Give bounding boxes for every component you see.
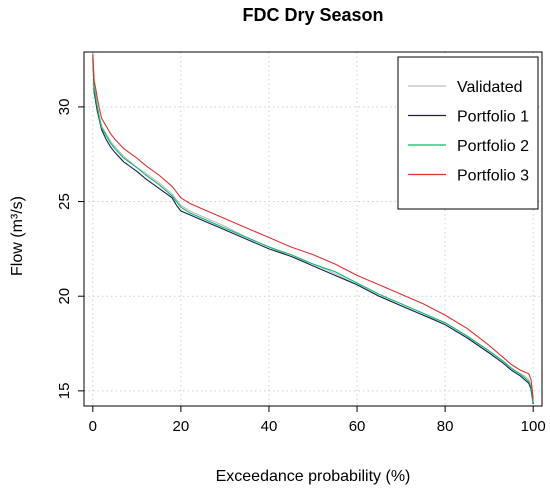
legend-label: Portfolio 2 — [457, 138, 529, 155]
legend-label: Portfolio 1 — [457, 109, 529, 126]
chart-title: FDC Dry Season — [242, 5, 383, 25]
legend: Validated Portfolio 1 Portfolio 2 Portfolio… — [397, 56, 539, 210]
x-tick-label: 80 — [437, 418, 454, 435]
x-tick-label: 0 — [89, 418, 97, 435]
y-tick-label: 30 — [56, 99, 73, 116]
series-line-portfolio-3 — [92, 53, 534, 399]
series-layer — [92, 51, 534, 405]
y-axis-label: Flow (m³/s) — [9, 196, 26, 276]
axes-layer: 0 20 40 60 80 100 15 20 25 30 — [56, 99, 546, 435]
y-tick-label: 15 — [56, 383, 73, 400]
legend-label: Validated — [457, 79, 523, 96]
legend-box — [397, 56, 539, 210]
x-tick-label: 100 — [521, 418, 546, 435]
y-tick-label: 20 — [56, 288, 73, 305]
plot-frame — [83, 51, 543, 407]
series-line-portfolio-1 — [92, 57, 534, 405]
x-tick-label: 60 — [349, 418, 366, 435]
x-tick-label: 40 — [261, 418, 278, 435]
series-line-portfolio-2 — [92, 55, 534, 403]
y-tick-label: 25 — [56, 193, 73, 210]
x-axis-label: Exceedance probability (%) — [216, 468, 411, 485]
x-tick-label: 20 — [173, 418, 190, 435]
legend-label: Portfolio 3 — [457, 168, 529, 185]
